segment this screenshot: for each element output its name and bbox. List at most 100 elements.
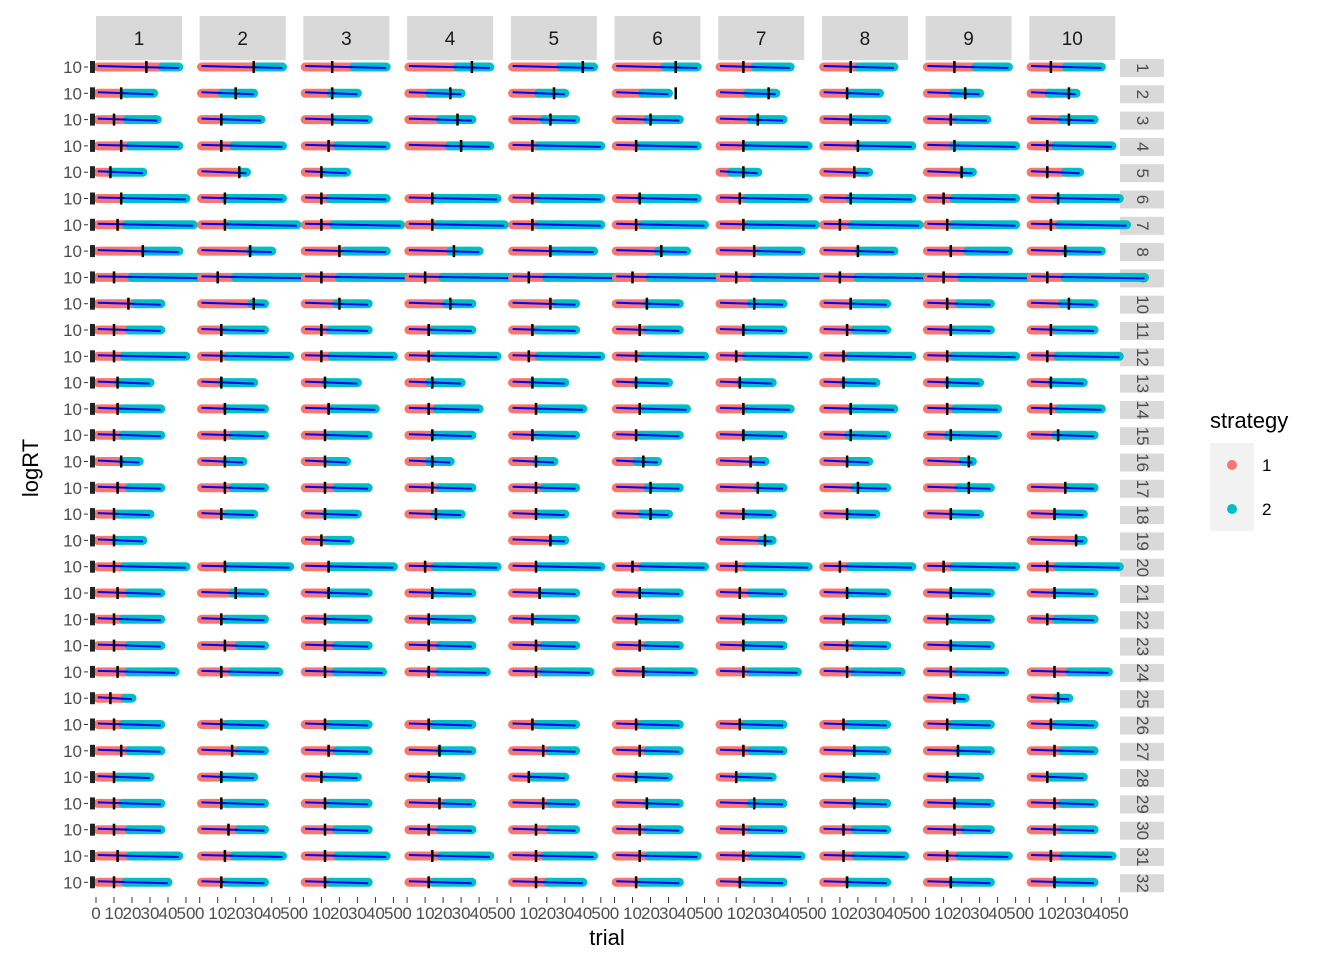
x-tick-label-col-2-10: 10 bbox=[208, 904, 227, 923]
row-strip-label-1: 1 bbox=[1133, 63, 1152, 72]
panel-r11-c3 bbox=[300, 324, 373, 336]
row-strip-label-28: 28 bbox=[1133, 769, 1152, 788]
x-tick-label-col-9-0: 0 bbox=[921, 904, 930, 923]
fit-line bbox=[512, 591, 576, 595]
x-tick-label-col-7-10: 10 bbox=[727, 904, 746, 923]
panel-r30-c5 bbox=[508, 823, 581, 836]
panel-r28-c2 bbox=[197, 771, 259, 784]
panel-r17-c10 bbox=[1026, 481, 1099, 494]
fit-line bbox=[823, 485, 887, 490]
fit-line bbox=[512, 459, 555, 464]
x-tick-label-col-5-50: 50 bbox=[591, 904, 610, 923]
fit-line bbox=[927, 617, 991, 622]
panel-r16-c5 bbox=[508, 455, 559, 468]
x-tick-label-col-8-50: 50 bbox=[902, 904, 921, 923]
x-axis-title: trial bbox=[589, 925, 624, 950]
fit-line bbox=[512, 275, 627, 280]
row-strip-21 bbox=[1120, 585, 1164, 603]
panel-r3-c4 bbox=[404, 113, 477, 126]
panel-r4-c9 bbox=[922, 139, 1021, 152]
row-strip-6 bbox=[1120, 190, 1164, 209]
fit-line bbox=[201, 669, 279, 674]
row-strip-5 bbox=[1120, 164, 1164, 183]
fit-line bbox=[719, 564, 809, 569]
fit-line bbox=[408, 143, 490, 148]
column-strip-6 bbox=[614, 16, 701, 60]
panel-r2-c4 bbox=[404, 87, 466, 100]
fit-line bbox=[408, 275, 523, 280]
panel-r12-c9 bbox=[922, 350, 1021, 363]
fit-line bbox=[408, 459, 451, 464]
row-strip-25 bbox=[1120, 690, 1164, 709]
y-tick-label-row-17: 10 bbox=[63, 479, 82, 498]
row-strip-label-15: 15 bbox=[1133, 427, 1152, 446]
x-tick-label-col-10-10: 10 bbox=[1038, 904, 1057, 923]
fit-line bbox=[305, 722, 369, 727]
panel-r28-c7 bbox=[715, 771, 777, 784]
fit-line bbox=[305, 512, 358, 517]
x-tick-label-col-8-0: 0 bbox=[817, 904, 826, 923]
panel-r6-c1 bbox=[93, 192, 191, 205]
panel-r23-c9 bbox=[922, 639, 995, 652]
fit-line bbox=[201, 485, 265, 490]
fit-line bbox=[823, 65, 894, 69]
panel-r28-c4 bbox=[404, 771, 466, 784]
fit-line bbox=[408, 775, 462, 780]
fit-line bbox=[305, 669, 383, 674]
panel-r12-c3 bbox=[300, 350, 398, 363]
y-tick-label-row-27: 10 bbox=[63, 742, 82, 761]
fit-line bbox=[97, 617, 161, 622]
fit-line bbox=[201, 643, 265, 648]
fit-line bbox=[97, 117, 158, 122]
panel-r2-c9 bbox=[922, 87, 985, 100]
row-strip-15 bbox=[1120, 427, 1164, 446]
x-tick-label-col-9-20: 20 bbox=[952, 904, 971, 923]
fit-line bbox=[823, 301, 887, 306]
panel-r24-c1 bbox=[93, 665, 180, 678]
panel-r20-c6 bbox=[611, 560, 709, 573]
fit-line bbox=[927, 459, 973, 464]
fit-line bbox=[305, 801, 369, 806]
row-strip-13 bbox=[1120, 374, 1164, 393]
panel-r12-c8 bbox=[819, 350, 917, 363]
fit-line bbox=[927, 564, 1016, 569]
x-tick-label-col-1-20: 20 bbox=[123, 904, 142, 923]
fit-line bbox=[823, 880, 887, 885]
panel-r4-c5 bbox=[508, 139, 606, 152]
fit-line bbox=[305, 65, 387, 69]
panel-r10-c4 bbox=[404, 297, 477, 310]
panel-r4-c8 bbox=[819, 139, 917, 152]
panel-r3-c3 bbox=[300, 113, 373, 126]
row-strip-label-30: 30 bbox=[1133, 821, 1152, 840]
y-tick-label-row-16: 10 bbox=[63, 453, 82, 472]
fit-line bbox=[305, 827, 369, 832]
panel-r7-c1 bbox=[93, 218, 198, 231]
panel-r10-c7 bbox=[715, 297, 788, 310]
row-strip-label-18: 18 bbox=[1133, 506, 1152, 525]
fit-line bbox=[512, 669, 591, 674]
panel-r3-c1 bbox=[93, 113, 162, 126]
panel-r3-c6 bbox=[611, 113, 684, 126]
fit-line bbox=[1031, 170, 1080, 175]
y-tick-label-row-7: 10 bbox=[63, 216, 82, 235]
panel-r2-c5 bbox=[508, 87, 570, 100]
panel-r13-c6 bbox=[611, 376, 673, 389]
fit-line bbox=[97, 512, 151, 517]
fit-line bbox=[97, 669, 176, 674]
fit-line bbox=[512, 512, 565, 517]
panel-r4-c3 bbox=[300, 139, 391, 152]
row-strip-26 bbox=[1120, 716, 1164, 735]
panel-r27-c2 bbox=[197, 744, 269, 757]
row-strip-31 bbox=[1120, 848, 1164, 866]
x-tick-label-col-4-20: 20 bbox=[434, 904, 453, 923]
fit-line bbox=[201, 564, 290, 569]
fit-line bbox=[305, 433, 369, 438]
legend-item-2: 2 bbox=[1210, 487, 1271, 531]
panel-r29-c5 bbox=[508, 797, 581, 810]
fit-line bbox=[1031, 775, 1084, 780]
panel-r19-c1 bbox=[93, 534, 148, 547]
fit-line bbox=[1031, 827, 1095, 832]
y-tick-label-row-8: 10 bbox=[63, 242, 82, 261]
fit-line bbox=[512, 854, 594, 858]
